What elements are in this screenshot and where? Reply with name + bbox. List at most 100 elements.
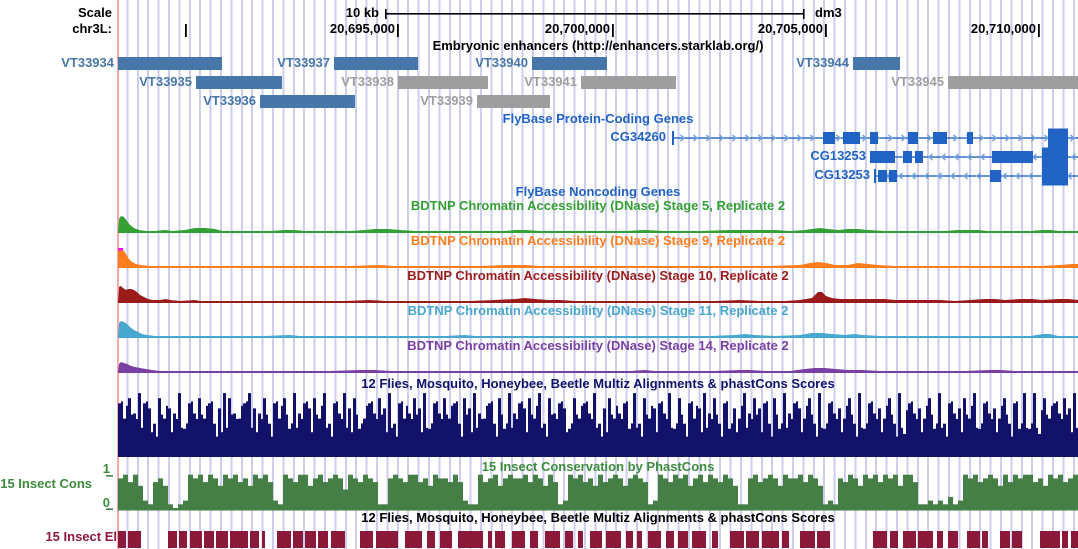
cons-track-title: 15 Insect Conservation by PhastCons [481,459,715,474]
gene-exon [823,132,835,144]
conserved-element [405,531,422,548]
cons-left-label: 15 Insect Cons [0,476,92,491]
conserved-element [1062,531,1068,548]
conserved-element [360,531,373,548]
enhancer-block [260,95,355,108]
dnase-signal-stage9[interactable] [118,248,1078,268]
enhancers-track[interactable] [118,57,1078,108]
conserved-element [216,531,228,548]
dnase-signal-stage10[interactable] [118,286,1078,303]
conserved-element [1071,531,1078,548]
conserved-element [937,531,943,548]
enhancer-block [118,57,222,70]
conserved-element [590,531,602,548]
conserved-element [293,531,303,548]
conserved-element [948,531,958,548]
enhancer-block [948,76,1078,89]
enhancer-label: VT33940 [475,55,528,70]
conserved-element [626,531,633,548]
multiz2-track-title: 12 Flies, Mosquito, Honeybee, Beetle Mul… [361,510,835,525]
conserved-element [648,531,661,548]
coordinate-tick-label: 20,710,000 [970,21,1036,36]
enhancer-block [532,57,607,70]
dnase-signal-stage11[interactable] [118,321,1078,338]
conserved-element [678,531,688,548]
enhancer-label: VT33941 [524,74,577,89]
conserved-element [545,531,560,548]
gene-exon [990,170,1001,182]
conserved-element [190,531,202,548]
conserved-element [1040,531,1060,548]
gene-exon [915,151,923,163]
conserved-element [277,531,291,548]
conserved-element [440,531,452,548]
conserved-element [230,531,248,548]
gene-exon [870,151,895,163]
enhancer-label: VT33939 [420,93,473,108]
gene-exon [870,132,878,144]
gene-exon-tall [1042,166,1068,186]
conserved-element [204,531,214,548]
dnase-signal-stage5[interactable] [118,216,1078,233]
gene-label: CG34260 [610,129,666,144]
conserved-element [666,531,674,548]
conserved-element [918,531,933,548]
conservation-histogram[interactable] [106,474,1078,511]
insect-elements-track[interactable] [118,531,1078,548]
gene-exon-tall [1048,128,1068,148]
gene-exon [889,170,897,182]
dnase-title-stage14: BDTNP Chromatin Accessibility (DNase) St… [407,338,789,353]
conserved-element [179,531,187,548]
dnase-signal-stage14[interactable] [118,362,1078,373]
protein-coding-genes-track[interactable] [672,128,1078,186]
cons-axis-min: 0 [102,495,110,510]
chrom-label: chr3L: [72,21,112,36]
gene-label: CG13253 [810,148,866,163]
conserved-element [730,531,744,548]
conserved-element [331,531,345,548]
conserved-element [1012,531,1022,548]
gene-label: CG13253 [814,167,870,182]
conserved-element [712,531,718,548]
gene-exon [843,132,860,144]
gene-exon [908,132,918,144]
conserved-element [903,531,916,548]
enhancer-label: VT33945 [891,74,944,89]
conserved-element [782,531,789,548]
gene-exon [903,151,912,163]
gene-exon-tall [1042,147,1068,167]
gene-exon [967,132,973,144]
conserved-element [530,531,538,548]
conserved-element [692,531,706,548]
coordinate-tick-label: 20,705,000 [757,21,823,36]
enhancer-block [853,57,900,70]
multiz-histogram[interactable] [118,393,1078,457]
conserved-element [746,531,759,548]
enhancer-block [398,76,488,89]
guideline-grid [118,0,1078,549]
position-marker-line [117,0,119,549]
conserved-element [873,531,887,548]
enhancer-block [196,76,282,89]
dnase-title-stage11: BDTNP Chromatin Accessibility (DNase) St… [407,303,789,318]
coordinate-tick-label: 20,700,000 [544,21,610,36]
enhancers-track-title: Embryonic enhancers (http://enhancers.st… [432,38,764,53]
conserved-element [168,531,177,548]
enhancer-label: VT33944 [796,55,849,70]
enhancer-block [334,57,418,70]
dnase-title-stage5: BDTNP Chromatin Accessibility (DNase) St… [410,198,786,213]
pcg-track-title: FlyBase Protein-Coding Genes [502,111,694,126]
coordinate-tick-label: 20,695,000 [329,21,395,36]
conserved-element [318,531,328,548]
enhancer-label: VT33937 [277,55,330,70]
conserved-element [817,531,830,548]
conserved-element [606,531,621,548]
conserved-element [262,531,265,548]
conserved-element [800,531,815,548]
enhancer-label: VT33936 [203,93,256,108]
gene-exon [992,151,1033,163]
conserved-element [118,531,126,548]
coordinate-ticks [185,24,1040,37]
